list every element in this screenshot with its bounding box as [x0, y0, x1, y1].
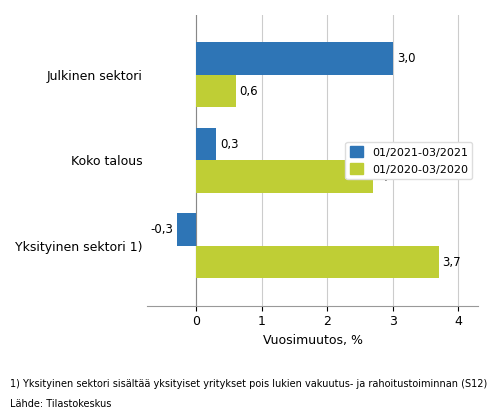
Legend: 01/2021-03/2021, 01/2020-03/2020: 01/2021-03/2021, 01/2020-03/2020	[345, 142, 472, 179]
Text: Lähde: Tilastokeskus: Lähde: Tilastokeskus	[10, 399, 111, 409]
Bar	[197, 42, 393, 75]
Text: 0,6: 0,6	[240, 84, 258, 98]
Text: 2,7: 2,7	[377, 170, 396, 183]
Text: 1) Yksityinen sektori sisältää yksityiset yritykset pois lukien vakuutus- ja rah: 1) Yksityinen sektori sisältää yksityise…	[10, 379, 487, 389]
Text: 0,3: 0,3	[220, 138, 239, 151]
Text: 3,0: 3,0	[397, 52, 415, 65]
Bar	[197, 160, 373, 193]
Bar	[177, 213, 197, 246]
Text: -0,3: -0,3	[150, 223, 173, 236]
Text: 3,7: 3,7	[443, 255, 461, 269]
Bar	[197, 128, 216, 160]
Bar	[197, 246, 439, 278]
Bar	[197, 75, 236, 107]
X-axis label: Vuosimuutos, %: Vuosimuutos, %	[263, 334, 363, 347]
